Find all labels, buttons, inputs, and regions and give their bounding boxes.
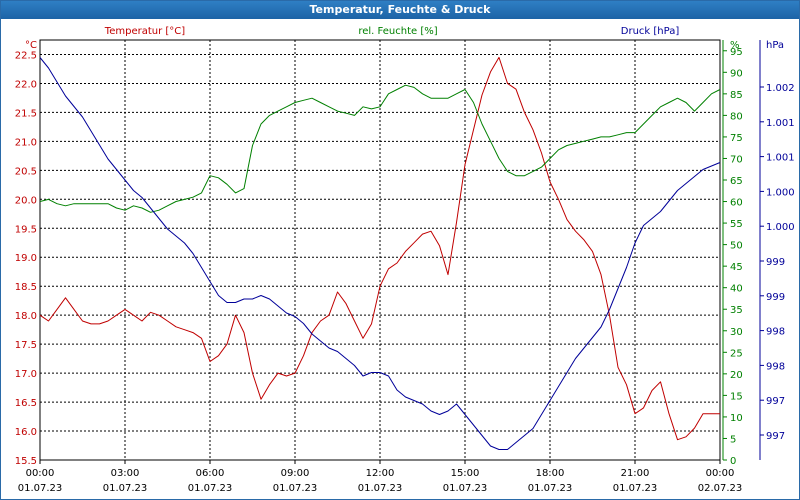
temperature-tick-label: 22.0	[15, 79, 37, 90]
temperature-tick-label: 16.5	[15, 398, 37, 409]
humidity-tick-label: 75	[730, 133, 743, 144]
humidity-tick-label: 95	[730, 47, 743, 58]
temperature-tick-label: 17.5	[15, 340, 37, 351]
temperature-tick-label: 17.0	[15, 369, 37, 380]
humidity-tick-label: 35	[730, 305, 743, 316]
x-tick-label-time: 03:00	[111, 468, 140, 479]
humidity-tick-label: 60	[730, 198, 743, 209]
x-tick-label-date: 01.07.23	[443, 483, 488, 494]
x-tick-label-time: 15:00	[451, 468, 480, 479]
pressure-tick-label: 997	[766, 396, 785, 407]
pressure-tick-label: 999	[766, 257, 785, 268]
temperature-unit-label: °C	[25, 40, 37, 51]
humidity-tick-label: 90	[730, 68, 743, 79]
humidity-tick-label: 5	[730, 434, 736, 445]
x-tick-label-time: 00:00	[706, 468, 735, 479]
humidity-tick-label: 10	[730, 413, 743, 424]
pressure-tick-label: 1.001	[766, 153, 795, 164]
temperature-tick-label: 18.0	[15, 311, 37, 322]
x-tick-label-time: 00:00	[26, 468, 55, 479]
temperature-axis-title: Temperatur [°C]	[104, 26, 185, 37]
temperature-tick-label: 19.5	[15, 224, 37, 235]
pressure-tick-label: 998	[766, 327, 785, 338]
humidity-axis-title: rel. Feuchte [%]	[358, 26, 437, 37]
humidity-tick-label: 15	[730, 391, 743, 402]
line-chart: 00:00 01.07.23 03:00 01.07.23 06:00 01.07.23 0…	[15, 26, 795, 494]
x-tick-label-time: 21:00	[621, 468, 650, 479]
x-tick-label-date: 01.07.23	[528, 483, 573, 494]
humidity-tick-label: 40	[730, 284, 743, 295]
x-tick-label-time: 06:00	[196, 468, 225, 479]
temperature-tick-label: 16.0	[15, 427, 37, 438]
temperature-tick-label: 22.5	[15, 50, 37, 61]
humidity-tick-label: 45	[730, 262, 743, 273]
window-title: Temperatur, Feuchte & Druck	[1, 1, 799, 19]
pressure-tick-label: 999	[766, 292, 785, 303]
humidity-tick-label: 0	[730, 456, 736, 467]
pressure-tick-label: 998	[766, 361, 785, 372]
humidity-tick-label: 30	[730, 327, 743, 338]
humidity-tick-label: 80	[730, 111, 743, 122]
temperature-tick-label: 21.5	[15, 108, 37, 119]
humidity-tick-label: 55	[730, 219, 743, 230]
pressure-line	[39, 57, 721, 450]
temperature-tick-label: 18.5	[15, 282, 37, 293]
x-tick-label-time: 12:00	[366, 468, 395, 479]
x-tick-label-date: 01.07.23	[358, 483, 403, 494]
pressure-tick-label: 1.000	[766, 187, 795, 198]
x-tick-label-date: 01.07.23	[613, 483, 658, 494]
pressure-tick-label: 1.000	[766, 222, 795, 233]
x-tick-label-time: 18:00	[536, 468, 565, 479]
pressure-axis-title: Druck [hPa]	[621, 26, 680, 37]
temperature-tick-label: 20.5	[15, 166, 37, 177]
x-tick-label-date: 01.07.23	[273, 483, 318, 494]
humidity-tick-label: 20	[730, 370, 743, 381]
temperature-line	[39, 56, 720, 441]
x-tick-label-date: 01.07.23	[18, 483, 63, 494]
temperature-tick-label: 15.5	[15, 456, 37, 467]
x-tick-label-date: 01.07.23	[188, 483, 233, 494]
humidity-tick-label: 25	[730, 348, 743, 359]
humidity-tick-label: 65	[730, 176, 743, 187]
humidity-tick-label: 70	[730, 154, 743, 165]
temperature-tick-label: 19.0	[15, 253, 37, 264]
pressure-tick-label: 997	[766, 431, 785, 442]
temperature-tick-label: 21.0	[15, 137, 37, 148]
x-tick-label-time: 09:00	[281, 468, 310, 479]
pressure-tick-label: 1.001	[766, 118, 795, 129]
humidity-unit-label: %	[730, 40, 740, 51]
x-tick-label-date: 01.07.23	[103, 483, 148, 494]
humidity-tick-label: 50	[730, 241, 743, 252]
pressure-unit-label: hPa	[766, 40, 784, 51]
temperature-tick-label: 20.0	[15, 195, 37, 206]
x-tick-label-date: 02.07.23	[698, 483, 743, 494]
pressure-tick-label: 1.002	[766, 83, 795, 94]
humidity-tick-label: 85	[730, 90, 743, 101]
